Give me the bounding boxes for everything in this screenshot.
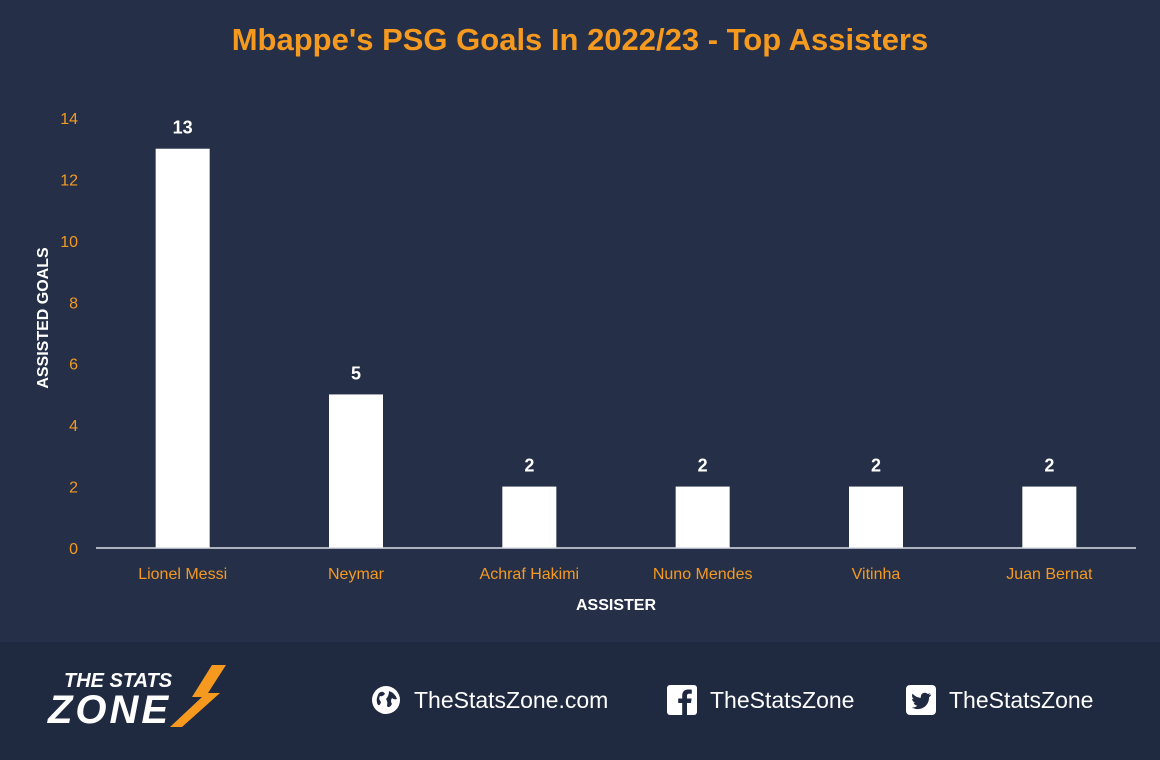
- y-tick-label: 12: [60, 172, 78, 189]
- x-tick-label: Achraf Hakimi: [480, 566, 580, 583]
- lightning-swoosh-icon: [170, 665, 226, 727]
- data-label: 2: [524, 456, 534, 476]
- twitter-text: TheStatsZone: [949, 686, 1094, 713]
- bar: [675, 486, 730, 548]
- bar: [155, 148, 210, 548]
- y-tick-label: 0: [69, 541, 78, 558]
- logo-bottom-text: ZONE: [47, 688, 171, 731]
- y-tick-label: 14: [60, 111, 78, 128]
- data-label: 2: [871, 456, 881, 476]
- bar: [1022, 486, 1077, 548]
- facebook-text: TheStatsZone: [710, 686, 855, 713]
- globe-icon: [372, 686, 400, 714]
- x-tick-label: Neymar: [328, 566, 385, 583]
- bar: [502, 486, 557, 548]
- y-tick-label: 8: [69, 295, 78, 312]
- x-tick-label: Vitinha: [852, 566, 901, 583]
- bar: [329, 394, 383, 548]
- bar: [849, 486, 903, 548]
- x-tick-label: Juan Bernat: [1006, 566, 1093, 583]
- bar-chart: 0 2 4 6 8 10 12 14 13 5 2 2 2 2 Lionel Messi Neymar Ac…: [35, 111, 1136, 614]
- data-label: 5: [351, 363, 361, 383]
- chart-panel: Mbappe's PSG Goals In 2022/23 - Top Assi…: [0, 0, 1160, 642]
- y-tick-label: 2: [69, 480, 78, 497]
- x-axis-title: ASSISTER: [576, 597, 656, 614]
- chart-title: Mbappe's PSG Goals In 2022/23 - Top Assi…: [231, 22, 929, 57]
- twitter-link[interactable]: TheStatsZone: [905, 680, 1093, 720]
- facebook-link[interactable]: TheStatsZone: [666, 680, 854, 720]
- y-tick-label: 10: [60, 234, 78, 251]
- data-label: 2: [698, 456, 708, 476]
- y-axis-title: ASSISTED GOALS: [35, 247, 52, 389]
- logo-top-text: THE STATS: [64, 670, 173, 692]
- x-tick-label: Nuno Mendes: [653, 566, 753, 583]
- data-label: 13: [173, 118, 193, 138]
- website-text: TheStatsZone.com: [414, 686, 609, 713]
- twitter-icon: [906, 685, 936, 715]
- x-tick-label: Lionel Messi: [138, 566, 227, 583]
- y-tick-label: 6: [69, 357, 78, 374]
- facebook-icon: [667, 685, 697, 715]
- y-tick-label: 4: [69, 418, 78, 435]
- brand-logo: THE STATS ZONE: [44, 665, 254, 736]
- website-link[interactable]: TheStatsZone.com: [370, 680, 608, 720]
- footer: [0, 642, 1160, 760]
- data-label: 2: [1044, 456, 1054, 476]
